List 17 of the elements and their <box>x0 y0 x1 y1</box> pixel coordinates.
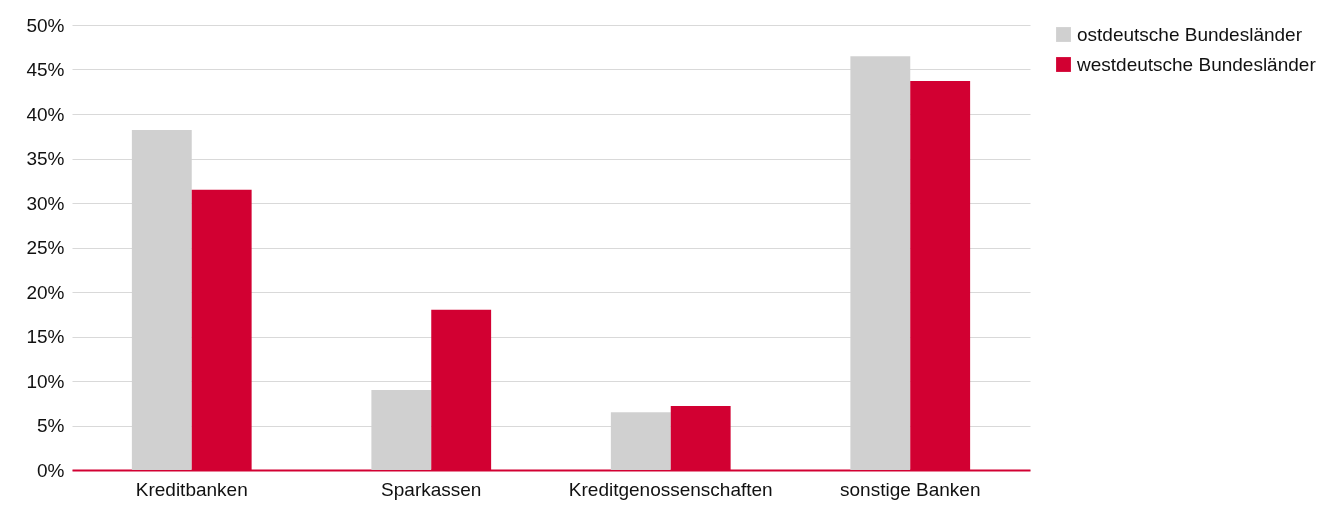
legend-label: westdeutsche Bundesländer <box>1076 53 1317 75</box>
y-tick-label: 5% <box>37 415 65 436</box>
y-tick-label: 0% <box>37 459 65 481</box>
y-tick-label: 40% <box>26 103 65 125</box>
x-tick-label: Kreditbanken <box>135 478 248 500</box>
legend-label: ostdeutsche Bundesländer <box>1077 23 1303 45</box>
y-tick-label: 10% <box>26 370 65 392</box>
y-tick-label: 45% <box>26 59 65 80</box>
x-tick-label: Sparkassen <box>381 478 482 500</box>
y-tick-label: 50% <box>26 14 65 36</box>
y-tick-label: 25% <box>26 237 65 258</box>
y-tick-label: 35% <box>26 148 65 169</box>
x-tick-label: Kreditgenossenschaften <box>568 478 773 500</box>
y-tick-label: 20% <box>26 281 65 303</box>
y-tick-label: 30% <box>26 192 65 214</box>
x-tick-label: sonstige Banken <box>840 478 981 500</box>
y-tick-label: 15% <box>26 326 65 347</box>
